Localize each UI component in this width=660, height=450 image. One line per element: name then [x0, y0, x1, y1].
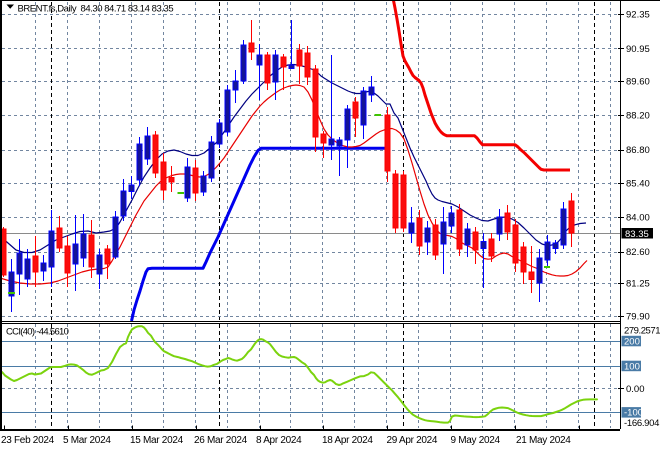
svg-text:18 Apr 2024: 18 Apr 2024 [322, 435, 373, 446]
svg-text:CCI(40) -44.5610: CCI(40) -44.5610 [6, 327, 69, 338]
svg-text:23 Feb 2024: 23 Feb 2024 [1, 435, 55, 446]
svg-text:86.80: 86.80 [626, 145, 650, 156]
svg-text:79.90: 79.90 [626, 312, 650, 323]
svg-text:15 Mar 2024: 15 Mar 2024 [130, 435, 184, 446]
svg-text:92.35: 92.35 [626, 10, 650, 21]
svg-text:279.2571: 279.2571 [624, 326, 660, 337]
svg-text:82.60: 82.60 [626, 247, 650, 258]
svg-text:-100: -100 [624, 408, 643, 419]
svg-text:21 May 2024: 21 May 2024 [516, 435, 571, 446]
svg-text:200: 200 [624, 336, 640, 347]
svg-text:9 May 2024: 9 May 2024 [451, 435, 501, 446]
svg-text:88.20: 88.20 [626, 111, 650, 122]
svg-text:0.00: 0.00 [626, 384, 645, 395]
svg-text:5 Mar 2024: 5 Mar 2024 [63, 435, 111, 446]
svg-text:-166.904: -166.904 [624, 418, 659, 429]
svg-text:84.00: 84.00 [626, 213, 650, 224]
svg-text:BRENT.fs,Daily 84.30 84.71 83: BRENT.fs,Daily 84.30 84.71 83.14 83.35 [18, 4, 174, 15]
svg-text:100: 100 [624, 361, 640, 372]
svg-text:89.60: 89.60 [626, 77, 650, 88]
svg-text:26 Mar 2024: 26 Mar 2024 [194, 435, 248, 446]
svg-text:85.40: 85.40 [626, 179, 650, 190]
svg-text:81.25: 81.25 [626, 278, 650, 289]
svg-text:90.95: 90.95 [626, 44, 650, 55]
svg-text:8 Apr 2024: 8 Apr 2024 [256, 435, 302, 446]
svg-text:83.35: 83.35 [625, 229, 649, 240]
svg-text:29 Apr 2024: 29 Apr 2024 [387, 435, 438, 446]
